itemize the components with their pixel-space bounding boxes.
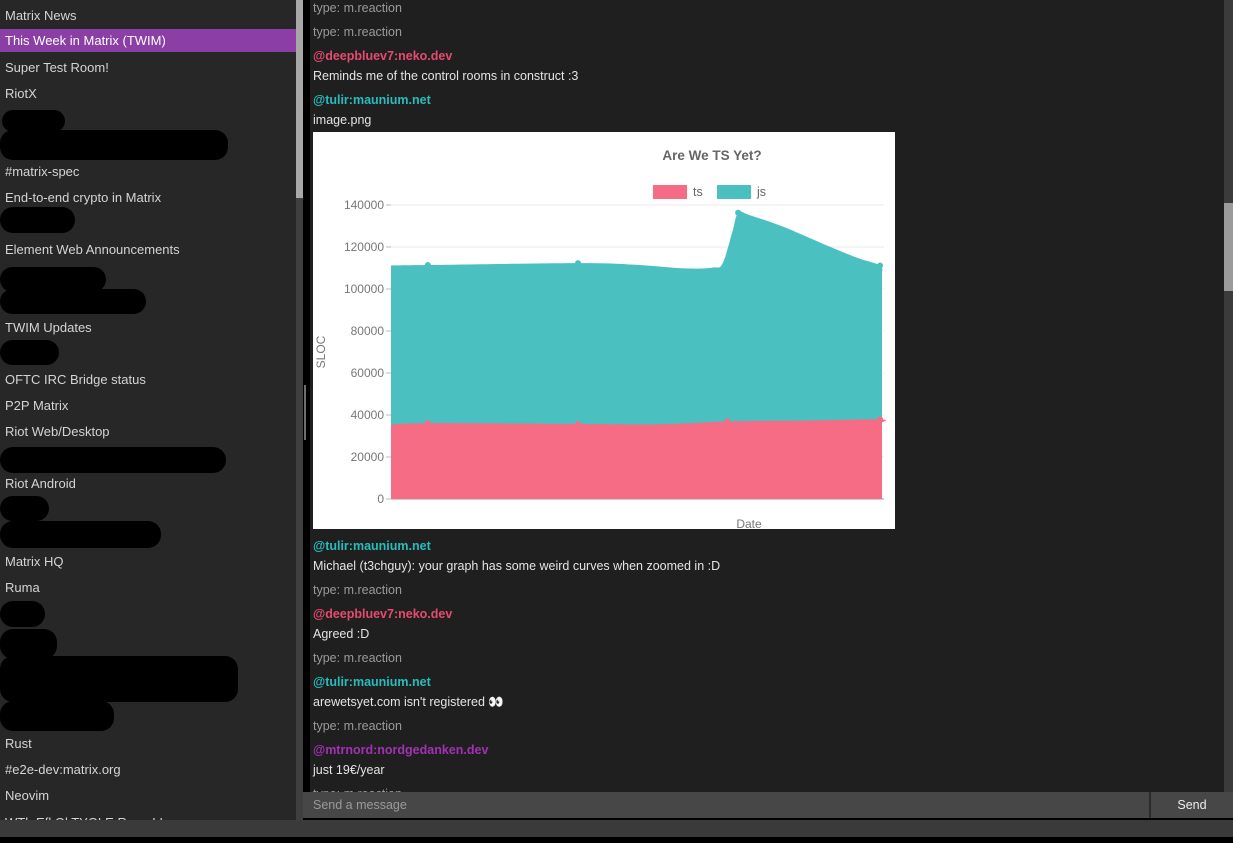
composer: Send (303, 792, 1233, 818)
redacted-room[interactable] (0, 267, 106, 292)
message-block: @tulir:maunium.net image.png 0 20000 40000 60… (313, 93, 1224, 531)
redacted-room[interactable] (0, 340, 59, 365)
room-item[interactable]: TWIM Updates (5, 320, 92, 335)
message-input[interactable] (303, 792, 1149, 818)
redacted-room[interactable] (0, 130, 228, 160)
svg-text:js: js (756, 185, 766, 199)
redacted-room[interactable] (0, 207, 75, 233)
pane-resize-handle[interactable] (304, 385, 306, 440)
event-line: type: m.reaction (313, 1, 402, 15)
svg-text:120000: 120000 (344, 240, 384, 254)
svg-text:Date: Date (736, 517, 762, 529)
room-item[interactable]: WTh Efl Ol TYOLE Room! ! (0, 815, 296, 820)
redacted-room[interactable] (0, 496, 49, 521)
chart-attachment[interactable]: 0 20000 40000 60000 80000 100000 120000 140000 A… (313, 132, 895, 531)
chart-svg: 0 20000 40000 60000 80000 100000 120000 140000 A… (314, 148, 886, 531)
message-text: Michael (t3chguy): your graph has some w… (313, 559, 721, 573)
room-item[interactable]: Riot Web/Desktop (5, 424, 110, 439)
chat-scrollbar-thumb[interactable] (1224, 203, 1233, 291)
room-item[interactable]: Matrix HQ (5, 554, 64, 569)
room-item[interactable]: Neovim (5, 788, 50, 803)
event-line: type: m.reaction (313, 788, 1224, 793)
event-line: type: m.reaction (313, 651, 402, 665)
svg-text:SLOC: SLOC (314, 335, 328, 368)
message-block: @deepbluev7:neko.dev Reminds me of the co… (313, 50, 1224, 83)
sender-name[interactable]: @tulir:maunium.net (313, 539, 431, 553)
message-block: @mtrnord:nordgedanken.dev just 19€/year (313, 744, 1224, 777)
room-item[interactable]: End-to-end crypto in Matrix (5, 190, 162, 205)
event-line: type: m.reaction (313, 25, 402, 39)
redacted-room[interactable] (2, 110, 65, 132)
room-list: Matrix News This Week in Matrix (TWIM) Sup… (0, 0, 296, 820)
svg-text:40000: 40000 (351, 408, 385, 422)
sender-name[interactable]: @mtrnord:nordgedanken.dev (313, 743, 489, 757)
svg-text:80000: 80000 (351, 324, 385, 338)
message-text: Agreed :D (313, 627, 370, 641)
sidebar-scrollbar-track[interactable] (296, 0, 303, 820)
room-item[interactable]: This Week in Matrix (TWIM) (0, 29, 296, 52)
send-button[interactable]: Send (1151, 792, 1233, 818)
redacted-room[interactable] (0, 289, 146, 314)
event-line: type: m.reaction (313, 719, 402, 733)
chat-scrollbar-track[interactable] (1224, 0, 1233, 792)
sender-name[interactable]: @deepbluev7:neko.dev (313, 49, 453, 63)
redacted-room[interactable] (0, 521, 161, 548)
room-item[interactable]: RiotX (5, 86, 37, 101)
message-block: @tulir:maunium.net Michael (t3chguy): you… (313, 540, 1224, 573)
svg-text:ts: ts (693, 185, 703, 199)
sender-name[interactable]: @deepbluev7:neko.dev (313, 607, 453, 621)
svg-text:Are We TS Yet?: Are We TS Yet? (662, 148, 761, 163)
message-block: @tulir:maunium.net arewetsyet.com isn't r… (313, 676, 1224, 709)
redacted-room[interactable] (0, 656, 238, 702)
redacted-room[interactable] (0, 629, 57, 659)
svg-text:140000: 140000 (344, 198, 384, 212)
room-item[interactable]: OFTC IRC Bridge status (5, 372, 146, 387)
window-bottom-strip (0, 820, 1233, 837)
message-text: image.png (313, 113, 372, 127)
redacted-room[interactable] (0, 601, 45, 627)
redacted-room[interactable] (0, 701, 114, 731)
svg-text:60000: 60000 (351, 366, 385, 380)
chat-pane: type: m.reaction type: m.reaction @deepblu… (310, 0, 1224, 792)
sender-name[interactable]: @tulir:maunium.net (313, 93, 431, 107)
sidebar-scrollbar-thumb[interactable] (296, 0, 303, 198)
event-line: type: m.reaction (313, 583, 402, 597)
message-text: arewetsyet.com isn't registered 👀 (313, 695, 504, 709)
room-item[interactable]: #matrix-spec (5, 164, 80, 179)
room-item[interactable]: Ruma (5, 580, 40, 595)
room-item[interactable]: Rust (5, 736, 32, 751)
svg-text:20000: 20000 (351, 450, 385, 464)
room-item[interactable]: #e2e-dev:matrix.org (5, 762, 121, 777)
room-item[interactable]: Riot Android (5, 476, 76, 491)
room-item[interactable]: P2P Matrix (5, 398, 69, 413)
message-list: type: m.reaction type: m.reaction @deepblu… (310, 0, 1224, 792)
room-item[interactable]: Matrix News (5, 8, 77, 23)
room-item[interactable]: Element Web Announcements (5, 242, 180, 257)
redacted-room[interactable] (0, 447, 226, 473)
svg-text:100000: 100000 (344, 282, 384, 296)
sender-name[interactable]: @tulir:maunium.net (313, 675, 431, 689)
message-block: @deepbluev7:neko.dev Agreed :D (313, 608, 1224, 641)
room-item[interactable]: Super Test Room! (5, 60, 109, 75)
message-text: just 19€/year (313, 763, 385, 777)
message-text: Reminds me of the control rooms in const… (313, 69, 579, 83)
composer-divider (1149, 792, 1151, 818)
svg-text:0: 0 (377, 492, 384, 506)
